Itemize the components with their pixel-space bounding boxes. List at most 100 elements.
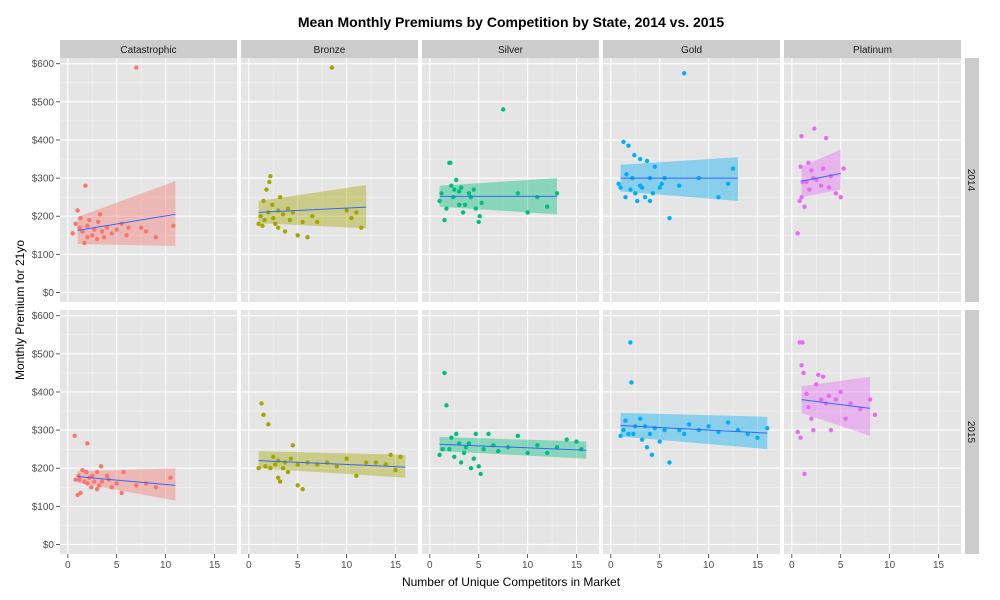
data-point (621, 427, 626, 433)
data-point (478, 471, 483, 477)
data-point (500, 107, 506, 112)
data-point (858, 406, 863, 412)
data-point (78, 490, 83, 496)
data-point (266, 422, 271, 427)
data-point (818, 183, 824, 188)
data-point (806, 405, 811, 410)
data-point (89, 485, 94, 490)
confidence-band (77, 468, 176, 501)
data-point (383, 462, 388, 467)
data-point (143, 481, 149, 486)
data-point (77, 477, 82, 482)
trend-line (258, 460, 406, 468)
data-point (315, 219, 320, 225)
data-point (800, 340, 805, 345)
data-point (642, 194, 648, 200)
data-point (256, 221, 261, 227)
confidence-band (258, 184, 367, 229)
data-point (449, 435, 454, 440)
panel-background (60, 58, 237, 302)
data-point (94, 486, 100, 492)
facet-panel (422, 310, 599, 554)
data-point (83, 183, 88, 188)
data-point (649, 452, 655, 458)
x-tick-label: 5 (114, 560, 120, 571)
data-point (535, 443, 540, 448)
data-point (288, 456, 294, 461)
data-point (466, 191, 472, 196)
data-point (109, 231, 115, 236)
data-point (755, 435, 760, 440)
data-point (398, 454, 403, 459)
data-point (471, 456, 477, 461)
data-point (82, 240, 87, 246)
data-point (104, 473, 110, 479)
data-point (867, 397, 873, 402)
data-point (479, 200, 484, 206)
confidence-band (620, 157, 738, 201)
facet-strip-label: Bronze (314, 45, 346, 56)
data-point (814, 382, 819, 387)
confidence-band (620, 412, 768, 450)
data-point (282, 460, 288, 465)
x-tick-label: 5 (295, 560, 301, 571)
data-point (264, 187, 269, 192)
trend-line (620, 425, 768, 434)
data-point (461, 450, 467, 456)
data-point (633, 191, 638, 196)
panel-background (422, 310, 599, 554)
data-point (76, 473, 81, 479)
data-point (134, 65, 139, 70)
data-point (275, 208, 281, 213)
data-point (305, 234, 310, 240)
data-point (843, 416, 848, 421)
y-tick-label: $0 (43, 288, 55, 299)
y-tick-label: $300 (32, 174, 55, 185)
data-point (126, 225, 131, 230)
data-point (451, 194, 456, 200)
x-tick-label: 5 (476, 560, 482, 571)
x-tick-label: 15 (390, 560, 402, 571)
data-point (452, 187, 457, 192)
data-point (92, 479, 97, 484)
data-point (826, 185, 832, 190)
x-tick-label: 10 (884, 560, 896, 571)
data-point (623, 194, 628, 200)
data-point (99, 229, 105, 234)
data-point (263, 464, 268, 469)
data-point (657, 185, 662, 190)
data-point (804, 391, 809, 397)
data-point (388, 452, 393, 458)
data-point (260, 223, 265, 228)
y-axis-label: Monthly Premium for 21yo (13, 240, 27, 380)
data-point (677, 183, 682, 188)
data-point (833, 191, 839, 196)
y-tick-label: $100 (32, 250, 55, 261)
data-point (639, 185, 645, 190)
data-point (104, 225, 110, 230)
data-point (99, 479, 105, 484)
data-point (535, 194, 540, 200)
data-point (73, 221, 78, 227)
facet-panel (60, 58, 237, 302)
data-point (833, 397, 839, 402)
facet-panel (784, 58, 961, 302)
x-tick-label: 5 (657, 560, 663, 571)
data-point (841, 166, 846, 171)
data-point (632, 153, 637, 158)
data-point (476, 219, 481, 225)
data-point (667, 460, 672, 465)
data-point (706, 424, 711, 429)
data-point (300, 219, 305, 225)
x-tick-label: 0 (65, 560, 71, 571)
x-tick-label: 15 (933, 560, 945, 571)
data-point (271, 454, 276, 459)
data-point (344, 208, 349, 213)
data-point (80, 229, 85, 234)
data-point (647, 431, 653, 437)
data-point (544, 450, 550, 456)
data-point (261, 198, 266, 204)
data-point (637, 156, 643, 162)
data-point (652, 164, 658, 169)
data-point (644, 445, 650, 450)
